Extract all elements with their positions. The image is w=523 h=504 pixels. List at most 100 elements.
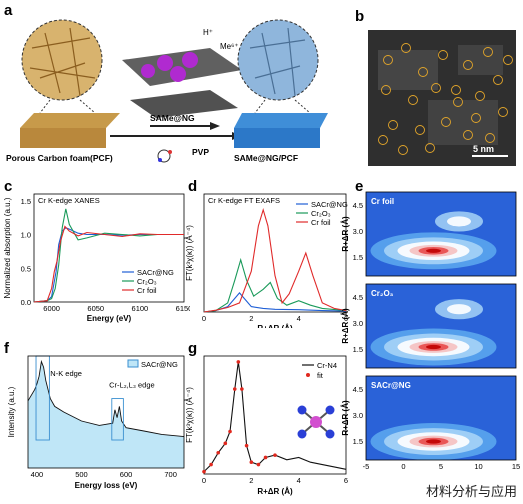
y-tick-label: 3.0 bbox=[353, 319, 363, 328]
wt-subtitle: SACr@NG bbox=[371, 381, 411, 390]
y-axis-label: FT(k³χ(κ)) (Å⁻⁴) bbox=[185, 225, 194, 281]
haadf-stem-image bbox=[368, 30, 516, 166]
single-atom-marker bbox=[388, 120, 398, 130]
single-atom-marker bbox=[463, 60, 473, 70]
data-point bbox=[236, 360, 241, 364]
x-tick-label: 600 bbox=[120, 470, 133, 479]
n-atom-icon bbox=[297, 429, 307, 439]
eels-chart: SACr@NG N-K edge Cr-L₂,L₃ edge 400 500 600 700… bbox=[7, 355, 185, 490]
y-tick-label: 1.5 bbox=[21, 197, 31, 206]
x-tick-label: 0 bbox=[202, 476, 206, 485]
single-atom-marker bbox=[475, 91, 485, 101]
legend-label: fit bbox=[317, 371, 324, 380]
y-axis-label: FT(k³χ(κ)) (Å⁻⁴) bbox=[185, 387, 194, 443]
x-axis-label: Energy (eV) bbox=[87, 314, 132, 323]
panel-f-letter: f bbox=[4, 340, 9, 357]
series-line bbox=[203, 292, 347, 313]
legend-label: Cr foil bbox=[137, 286, 157, 295]
legend-label: SACr@NG bbox=[311, 200, 348, 209]
legend-swatch bbox=[306, 373, 310, 377]
single-atom-marker bbox=[493, 75, 503, 85]
eels-line bbox=[27, 359, 185, 438]
x-axis-label: Energy loss (eV) bbox=[75, 481, 138, 490]
y-tick-label: 1.5 bbox=[353, 345, 363, 354]
data-point bbox=[263, 455, 268, 460]
data-point bbox=[256, 462, 261, 467]
wt-frame bbox=[365, 375, 517, 461]
y-tick-label: 1.5 bbox=[353, 253, 363, 262]
graphene-sheet-bottom bbox=[130, 90, 238, 118]
single-atom-marker bbox=[378, 135, 388, 145]
y-tick-label: 0.5 bbox=[21, 264, 31, 273]
data-point bbox=[249, 460, 254, 464]
legend-label: Cr₂O₃ bbox=[311, 209, 331, 218]
x-tick-label: 500 bbox=[75, 470, 88, 479]
single-atom-marker bbox=[418, 67, 428, 77]
panel-a-illustration bbox=[20, 19, 328, 163]
wt-contour bbox=[426, 439, 441, 444]
single-atom-marker bbox=[425, 143, 435, 153]
x-tick-label: 6000 bbox=[43, 304, 60, 313]
data-point bbox=[240, 387, 244, 391]
single-atom-marker bbox=[441, 117, 451, 127]
x-tick-label: 6100 bbox=[132, 304, 149, 313]
x-tick-label: 4 bbox=[297, 314, 301, 323]
label-pvp: PVP bbox=[192, 147, 210, 157]
single-atom-marker bbox=[401, 43, 411, 53]
y-tick-label: 1.5 bbox=[353, 437, 363, 446]
wt-subtitle: Cr₂O₃ bbox=[371, 289, 394, 298]
single-atom-marker bbox=[463, 130, 473, 140]
legend-swatch bbox=[127, 359, 139, 368]
y-axis-label: Normalized absorption (a.u.) bbox=[3, 197, 12, 298]
series-line bbox=[33, 208, 184, 303]
single-atom-marker bbox=[431, 83, 441, 93]
y-tick-label: 3.0 bbox=[353, 227, 363, 236]
exafs-chart: Cr K-edge FT EXAFS 0 2 4 6 R+ΔR (Å) FT(k³χ(κ))… bbox=[185, 193, 348, 328]
chart-title: Cr K-edge XANES bbox=[38, 196, 100, 205]
panel-e-letter: e bbox=[355, 178, 364, 195]
data-point bbox=[244, 443, 249, 448]
panel-d-letter: d bbox=[188, 178, 198, 195]
label-same-ng: SAMe@NG bbox=[150, 113, 195, 123]
single-atom-marker bbox=[483, 47, 493, 57]
series-line bbox=[203, 257, 347, 313]
n-edge-annotation: N-K edge bbox=[50, 369, 82, 378]
legend-label: Cr-N4 bbox=[317, 361, 337, 370]
data-point bbox=[273, 453, 277, 457]
label-product: SAMe@NG/PCF bbox=[234, 153, 299, 163]
label-pcf: Porous Carbon foam(PCF) bbox=[6, 153, 113, 163]
label-h-plus: H⁺ bbox=[203, 28, 213, 37]
x-tick-label: 700 bbox=[164, 470, 177, 479]
x-tick-label: 10 bbox=[474, 462, 482, 471]
scale-bar-label: 5 nm bbox=[473, 144, 495, 154]
x-tick-label: 6 bbox=[344, 314, 348, 323]
n-atom-icon bbox=[297, 405, 307, 415]
series-line bbox=[33, 225, 184, 303]
x-tick-label: 15 bbox=[512, 462, 520, 471]
single-atom-marker bbox=[438, 50, 448, 60]
y-tick-label: 3.0 bbox=[353, 411, 363, 420]
y-tick-label: 4.5 bbox=[353, 385, 363, 394]
plot-frame bbox=[203, 355, 347, 475]
single-atom-marker bbox=[453, 97, 463, 107]
series-line bbox=[203, 207, 347, 313]
panel-b-letter: b bbox=[355, 8, 365, 25]
single-atom-marker bbox=[381, 85, 391, 95]
y-axis-label: R+ΔR (Å) bbox=[341, 400, 350, 436]
single-atom-marker bbox=[408, 95, 418, 105]
eels-area bbox=[28, 361, 184, 468]
wt-frame bbox=[365, 191, 517, 277]
x-tick-label: 400 bbox=[31, 470, 44, 479]
label-me6: Me⁶⁺ bbox=[220, 42, 239, 51]
wt-subtitle: Cr foil bbox=[371, 197, 394, 206]
y-axis-label: Intensity (a.u.) bbox=[7, 386, 16, 437]
pcf-zoom-circle bbox=[21, 19, 103, 101]
n-atom-icon bbox=[325, 429, 335, 439]
y-tick-label: 4.5 bbox=[353, 201, 363, 210]
n-atom-icon bbox=[325, 405, 335, 415]
panel-c-letter: c bbox=[4, 178, 13, 195]
cr-edge-annotation: Cr-L₂,L₃ edge bbox=[109, 380, 155, 389]
wt-contour bbox=[426, 344, 441, 350]
